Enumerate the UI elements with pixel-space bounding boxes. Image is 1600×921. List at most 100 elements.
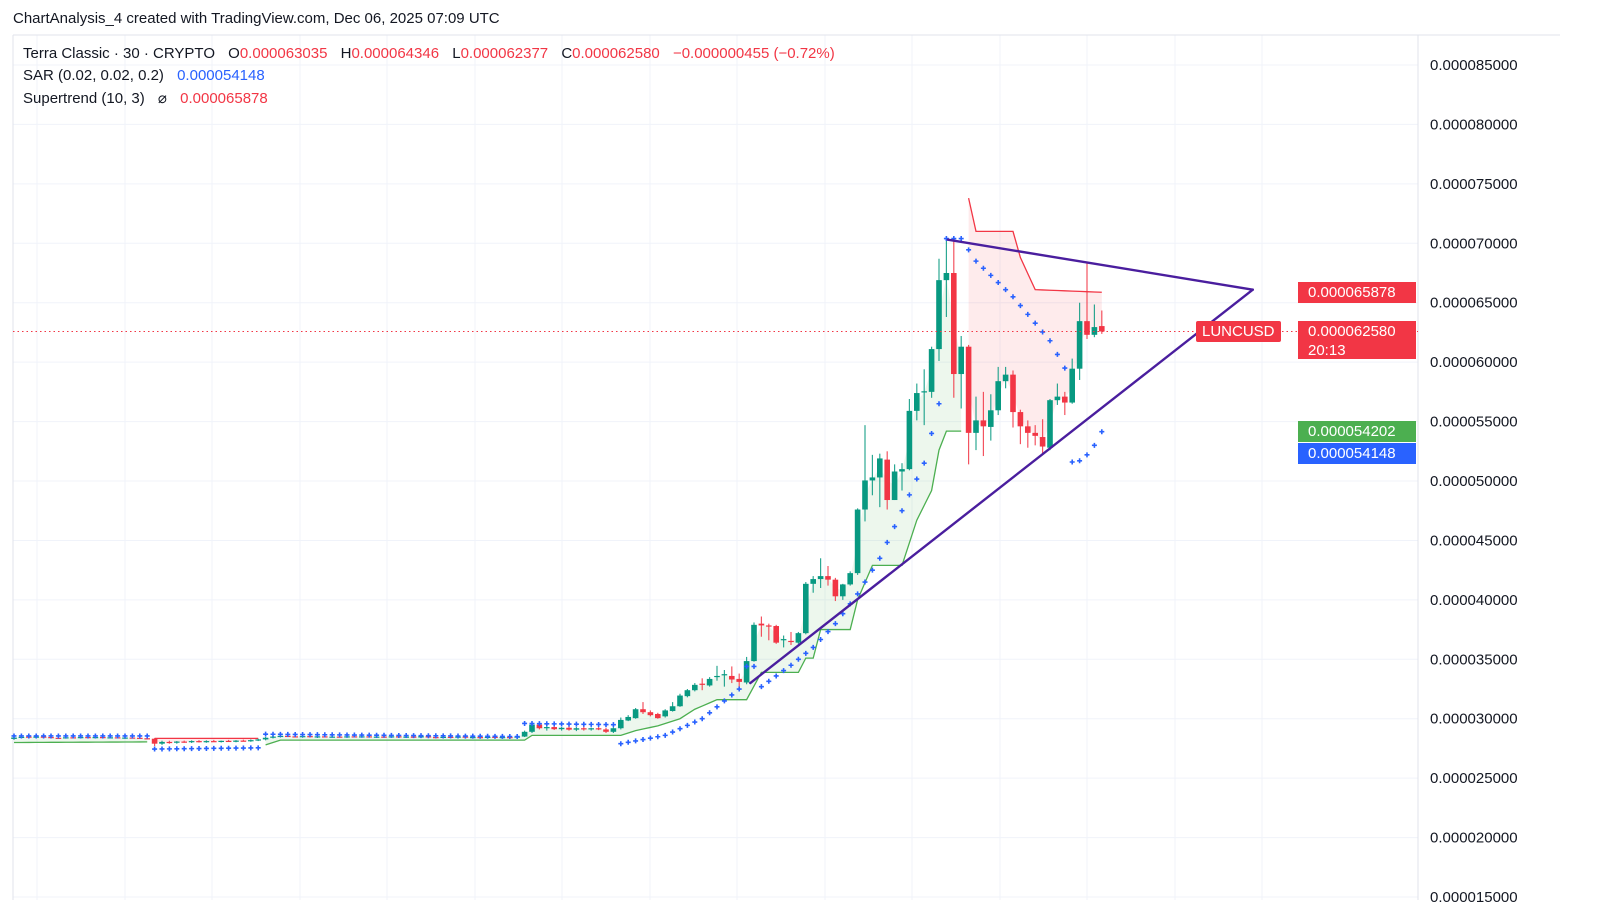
symbol-name[interactable]: Terra Classic · 30 · CRYPTO xyxy=(23,45,215,62)
price-tick-label: 0.000015000 xyxy=(1430,889,1518,906)
candle-down xyxy=(595,727,602,731)
candle-body xyxy=(595,728,602,730)
sar-dot xyxy=(196,746,202,752)
sar-dot xyxy=(596,721,602,727)
sar-dot xyxy=(337,732,343,738)
legend-sar[interactable]: SAR (0.02, 0.02, 0.2) 0.000054148 xyxy=(23,67,265,84)
candle-body xyxy=(181,741,187,743)
candle-body xyxy=(877,458,883,478)
candle-up xyxy=(588,727,594,731)
candle-body xyxy=(995,381,1001,411)
sar-label: SAR (0.02, 0.02, 0.2) xyxy=(23,67,164,84)
candle-body xyxy=(988,410,994,427)
sar-dot xyxy=(285,731,291,737)
candle-body xyxy=(677,695,683,707)
sar-dot xyxy=(26,733,32,739)
sar-dot xyxy=(218,745,224,751)
supertrend-up-line xyxy=(265,430,962,746)
sar-dot xyxy=(921,460,927,466)
candle-up xyxy=(854,508,861,575)
sar-dot xyxy=(559,721,565,727)
candle-up xyxy=(558,727,565,731)
sar-dot xyxy=(411,733,417,739)
sar-dot xyxy=(159,746,165,752)
low-value: 0.000062377 xyxy=(460,45,549,62)
candle-body xyxy=(188,741,195,743)
candle-up xyxy=(743,656,750,685)
candle-body xyxy=(1062,396,1068,403)
sar-dot xyxy=(270,731,276,737)
sar-dot xyxy=(396,732,402,738)
price-axis[interactable]: 0.000085000 0.000080000 0.000075000 0.00007… xyxy=(1430,57,1518,906)
candle-body xyxy=(736,678,742,682)
sar-dot xyxy=(714,704,720,710)
candle-up xyxy=(248,739,254,742)
price-tick-label: 0.000080000 xyxy=(1430,116,1518,133)
candle-up xyxy=(662,709,668,718)
candle-body xyxy=(1076,321,1083,369)
candle-down xyxy=(1025,420,1031,448)
candle-body xyxy=(1017,412,1024,427)
candle-up xyxy=(610,727,617,733)
candle-body xyxy=(958,346,964,375)
sar-dot xyxy=(425,733,431,739)
candle-up xyxy=(262,737,269,741)
candle-down xyxy=(1010,370,1016,428)
sar-dot xyxy=(692,719,698,725)
candle-up xyxy=(625,715,631,722)
candle-body xyxy=(884,459,890,501)
open-value: 0.000063035 xyxy=(239,45,328,62)
sar-dot xyxy=(129,733,135,739)
candle-body xyxy=(151,738,158,744)
candle-body xyxy=(721,674,728,676)
sar-dot xyxy=(1017,303,1023,309)
trendline-drawings[interactable] xyxy=(749,238,1254,685)
candle-up xyxy=(921,369,927,426)
candle-body xyxy=(521,731,528,737)
candle-up xyxy=(203,740,210,743)
sar-dot xyxy=(914,476,920,482)
sar-dot xyxy=(736,686,742,692)
sar-dot xyxy=(92,733,98,739)
sar-dot xyxy=(314,732,320,738)
candle-body xyxy=(921,391,927,393)
candle-body xyxy=(1002,374,1009,382)
candle-down xyxy=(181,740,187,743)
low-label: L xyxy=(452,45,461,62)
candle-down xyxy=(1017,409,1024,445)
price-tick-label: 0.000020000 xyxy=(1430,830,1518,847)
candle-body xyxy=(751,624,757,662)
candle-body xyxy=(1025,426,1031,433)
candle-body xyxy=(891,471,898,501)
hidden-source-icon: ⌀ xyxy=(157,90,167,107)
candle-body xyxy=(551,727,557,730)
candle-body xyxy=(558,727,565,730)
supertrend-up-line xyxy=(13,741,148,744)
sar-price-label: 0.000054148 xyxy=(1298,443,1416,465)
sar-dot xyxy=(588,721,594,727)
sar-dot xyxy=(662,732,668,738)
candle-down xyxy=(151,738,158,747)
sar-dot xyxy=(529,721,535,727)
sar-dot xyxy=(810,644,816,650)
candle-up xyxy=(255,738,261,742)
candle-body xyxy=(211,741,217,743)
grid xyxy=(12,34,1560,900)
legend-supertrend[interactable]: Supertrend (10, 3) ⌀ 0.000065878 xyxy=(23,89,268,107)
candle-up xyxy=(677,693,683,707)
supertrend-up-fill xyxy=(14,736,148,743)
sar-dot xyxy=(1047,338,1053,344)
candle-body xyxy=(1069,368,1075,403)
candle-body xyxy=(233,740,239,742)
candle-up xyxy=(233,740,239,743)
candle-up xyxy=(936,258,942,361)
sar-dot xyxy=(359,732,365,738)
sar-dot xyxy=(300,732,306,738)
sar-dot xyxy=(573,721,579,727)
sar-dot xyxy=(137,733,143,739)
candle-down xyxy=(1084,262,1090,339)
candle-body xyxy=(625,716,631,721)
sar-dot xyxy=(100,733,106,739)
candle-body xyxy=(729,675,735,680)
